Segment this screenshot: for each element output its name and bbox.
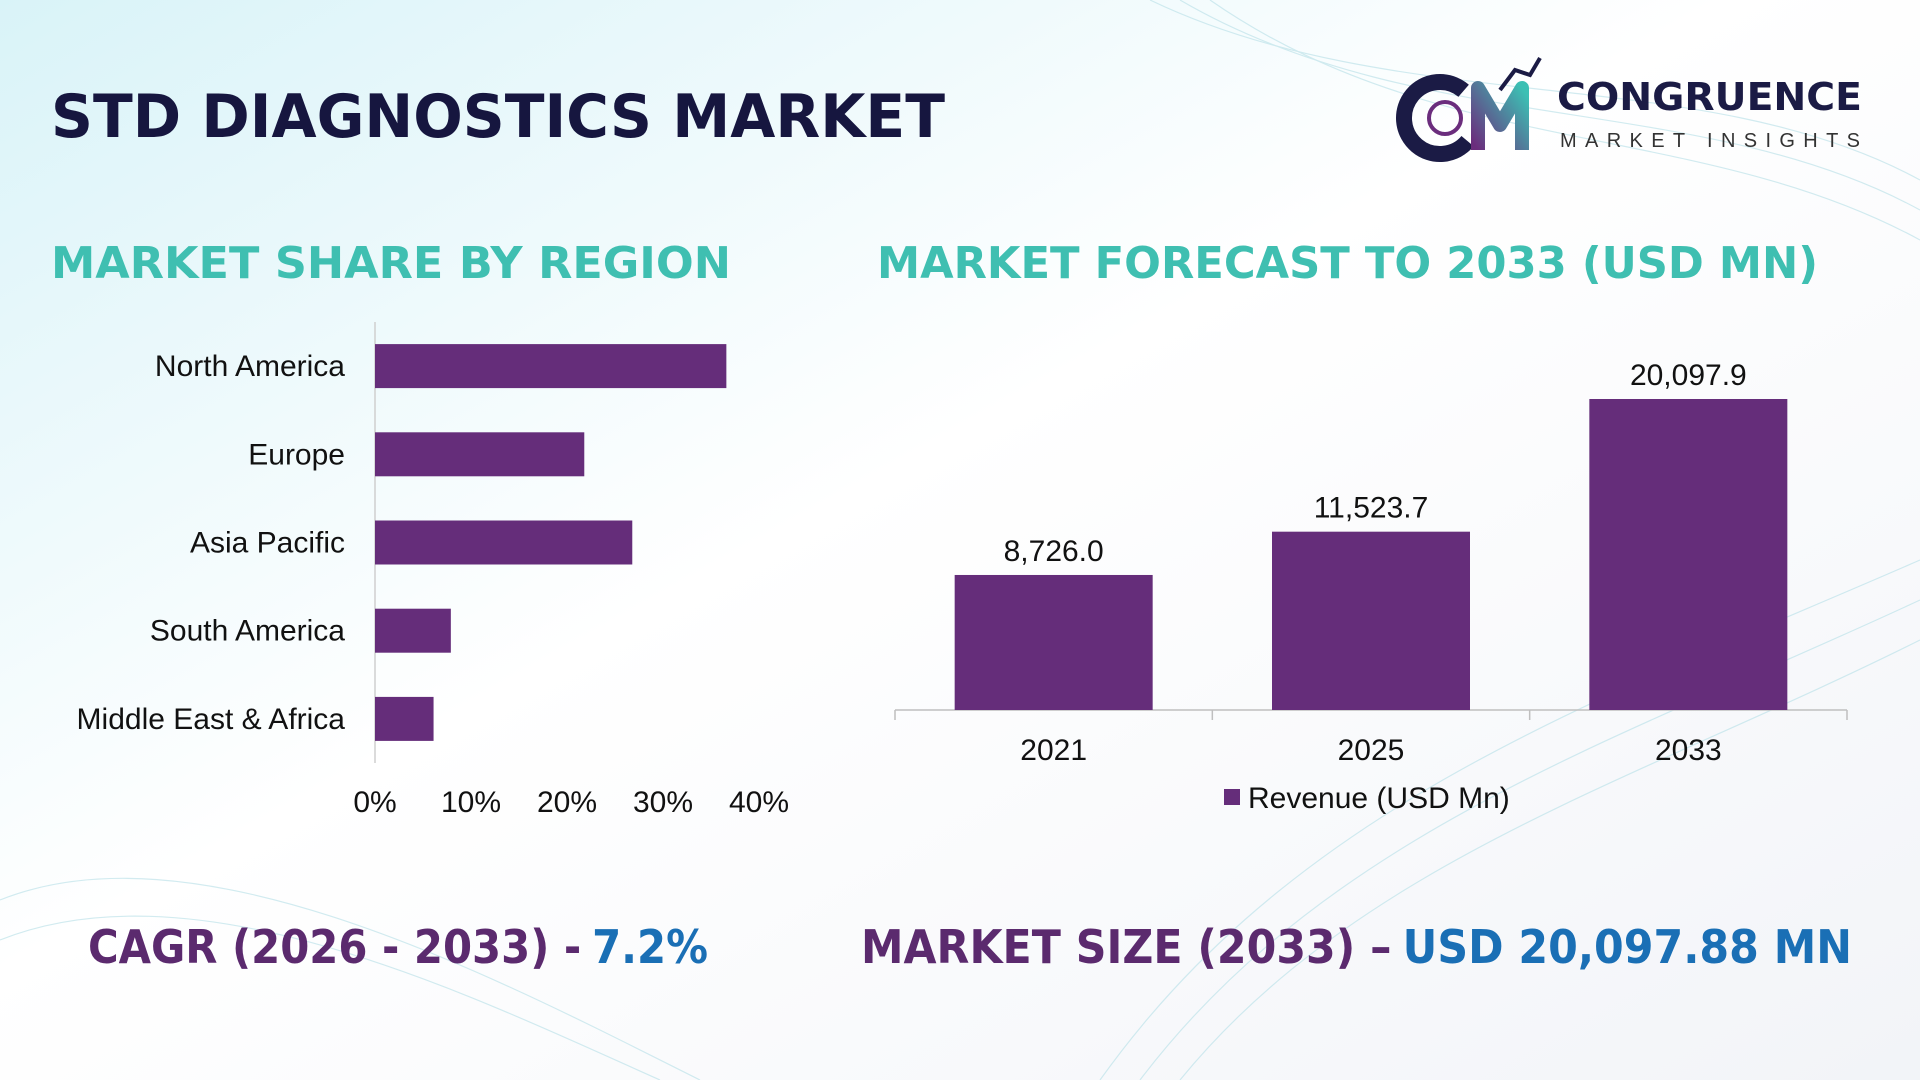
logo-m xyxy=(1471,81,1529,150)
x-tick-label: 0% xyxy=(353,786,396,819)
y-tick-label: Europe xyxy=(248,438,345,471)
bar xyxy=(375,520,633,565)
legend-swatch xyxy=(1224,789,1240,805)
y-tick-label: Middle East & Africa xyxy=(77,703,346,736)
logo: CONGRUENCE MARKET INSIGHTS xyxy=(1396,56,1862,162)
cagr-text: CAGR (2026 - 2033) -7.2% xyxy=(88,920,708,974)
bar xyxy=(1589,399,1788,710)
x-tick-label: 30% xyxy=(633,786,693,819)
x-tick-label: 2025 xyxy=(1338,734,1405,767)
chart-title: MARKET SHARE BY REGION xyxy=(51,238,731,289)
data-label: 11,523.7 xyxy=(1314,492,1429,525)
page-title: STD DIAGNOSTICS MARKET xyxy=(51,82,945,152)
logo-arrow xyxy=(1498,56,1542,92)
y-tick-label: North America xyxy=(155,350,345,383)
data-label: 20,097.9 xyxy=(1630,359,1747,392)
cagr-value: 7.2% xyxy=(592,920,708,974)
x-tick-label: 20% xyxy=(537,786,597,819)
legend-label: Revenue (USD Mn) xyxy=(1248,782,1510,815)
cagr-label: CAGR (2026 - 2033) - xyxy=(88,920,581,974)
bar xyxy=(375,608,451,653)
chart-title: MARKET FORECAST TO 2033 (USD MN) xyxy=(877,238,1818,289)
market-size-value: USD 20,097.88 MN xyxy=(1403,920,1852,974)
y-tick-label: South America xyxy=(150,615,345,648)
logo-globe xyxy=(1427,100,1463,136)
x-tick-label: 40% xyxy=(729,786,789,819)
logo-tagline: MARKET INSIGHTS xyxy=(1560,130,1860,152)
bar xyxy=(954,574,1153,710)
bar xyxy=(375,696,434,741)
bar xyxy=(375,344,727,389)
market-size-text: MARKET SIZE (2033) –USD 20,097.88 MN xyxy=(861,920,1852,974)
bar xyxy=(375,432,585,477)
x-tick-label: 2033 xyxy=(1655,734,1722,767)
logo-name: CONGRUENCE xyxy=(1557,75,1862,119)
market-size-label: MARKET SIZE (2033) – xyxy=(861,920,1392,974)
x-tick-label: 2021 xyxy=(1020,734,1087,767)
y-tick-label: Asia Pacific xyxy=(190,527,345,560)
x-tick-label: 10% xyxy=(441,786,501,819)
data-label: 8,726.0 xyxy=(1004,535,1104,568)
bar xyxy=(1272,531,1470,710)
